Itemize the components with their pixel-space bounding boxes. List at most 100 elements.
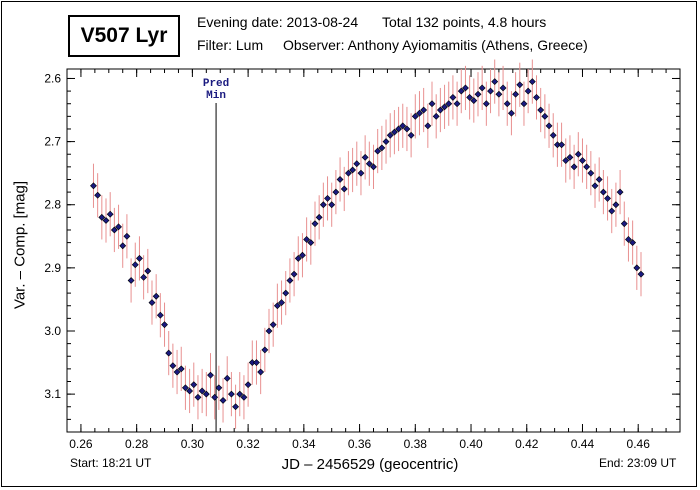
x-tick-label: 0.46	[627, 437, 651, 451]
data-point	[336, 176, 344, 183]
data-point	[378, 144, 386, 152]
data-point	[604, 194, 611, 202]
data-point	[382, 138, 390, 146]
data-point	[219, 397, 227, 404]
y-tick-label: 3.1	[44, 387, 61, 401]
data-point	[315, 213, 323, 221]
data-point	[395, 125, 403, 133]
data-point	[411, 112, 419, 120]
data-point	[311, 220, 319, 228]
data-point	[558, 141, 566, 149]
data-point	[537, 106, 545, 114]
data-point	[236, 390, 244, 398]
x-tick-label: 0.32	[236, 437, 260, 451]
data-point	[595, 176, 603, 183]
data-point	[616, 188, 624, 196]
data-point	[407, 131, 415, 139]
data-point	[612, 201, 620, 209]
data-point	[457, 87, 465, 95]
data-point	[232, 403, 239, 411]
data-point	[328, 201, 336, 209]
x-tick-label: 0.38	[404, 437, 428, 451]
data-point	[136, 254, 143, 262]
data-point	[282, 289, 290, 297]
data-point	[566, 153, 574, 161]
data-point	[608, 207, 616, 215]
data-point	[278, 299, 285, 307]
data-point	[541, 112, 549, 120]
data-point	[227, 390, 235, 398]
data-point	[340, 185, 348, 193]
data-point	[90, 182, 97, 190]
y-tick-label: 2.8	[44, 198, 61, 212]
data-point	[177, 365, 185, 373]
data-point	[591, 182, 599, 190]
data-point	[370, 163, 377, 171]
data-point	[123, 232, 131, 240]
data-point	[269, 321, 277, 329]
data-point	[520, 100, 528, 108]
data-point	[265, 327, 273, 335]
y-tick-label: 2.9	[44, 261, 61, 275]
y-tick-label: 3.0	[44, 324, 61, 338]
data-point	[223, 374, 231, 382]
data-point	[466, 93, 474, 101]
observer-label: Observer: Anthony Ayiomamitis (Athens, G…	[283, 37, 588, 53]
data-point	[307, 239, 315, 247]
y-tick-label: 2.7	[44, 135, 61, 149]
data-point	[470, 97, 478, 104]
data-point	[508, 109, 515, 117]
data-point	[148, 299, 156, 307]
x-axis-label: JD – 2456529 (geocentric)	[281, 456, 459, 473]
data-point	[620, 220, 628, 228]
data-point	[386, 131, 394, 139]
data-point	[441, 103, 448, 111]
data-point	[436, 106, 444, 114]
data-point	[545, 122, 553, 130]
x-tick-label: 0.34	[292, 437, 316, 451]
data-point	[102, 217, 110, 224]
pred-min-label: Pred	[203, 78, 229, 90]
total-points: Total 132 points, 4.8 hours	[382, 14, 547, 30]
data-point	[549, 131, 557, 139]
data-point	[215, 384, 223, 392]
data-point	[286, 277, 294, 284]
data-point	[207, 371, 214, 379]
x-tick-label: 0.28	[125, 437, 149, 451]
data-point	[374, 147, 382, 155]
data-point	[106, 210, 114, 218]
data-point	[349, 166, 357, 174]
data-point	[152, 292, 160, 300]
data-point	[533, 93, 540, 101]
data-point	[253, 359, 260, 366]
pred-min-label: Min	[206, 90, 226, 102]
data-point	[161, 321, 168, 329]
data-point	[357, 169, 365, 177]
data-point	[319, 201, 327, 209]
data-point	[528, 78, 536, 86]
data-point	[478, 84, 486, 92]
data-point	[261, 346, 269, 354]
data-point	[127, 277, 135, 284]
data-point	[420, 106, 428, 114]
data-point	[365, 160, 373, 168]
data-point	[156, 311, 164, 319]
data-point	[491, 78, 499, 86]
x-tick-label: 0.40	[459, 437, 483, 451]
data-point	[462, 84, 469, 92]
data-point	[403, 125, 411, 133]
data-point	[173, 368, 181, 376]
data-point	[516, 81, 524, 89]
data-point	[332, 188, 340, 196]
data-point	[512, 90, 520, 98]
data-point	[390, 128, 398, 136]
data-point	[94, 191, 102, 199]
data-point	[574, 150, 582, 158]
data-point	[361, 153, 369, 161]
data-point	[449, 93, 457, 101]
data-point	[98, 213, 106, 221]
data-point	[115, 223, 122, 231]
data-point	[198, 387, 206, 395]
